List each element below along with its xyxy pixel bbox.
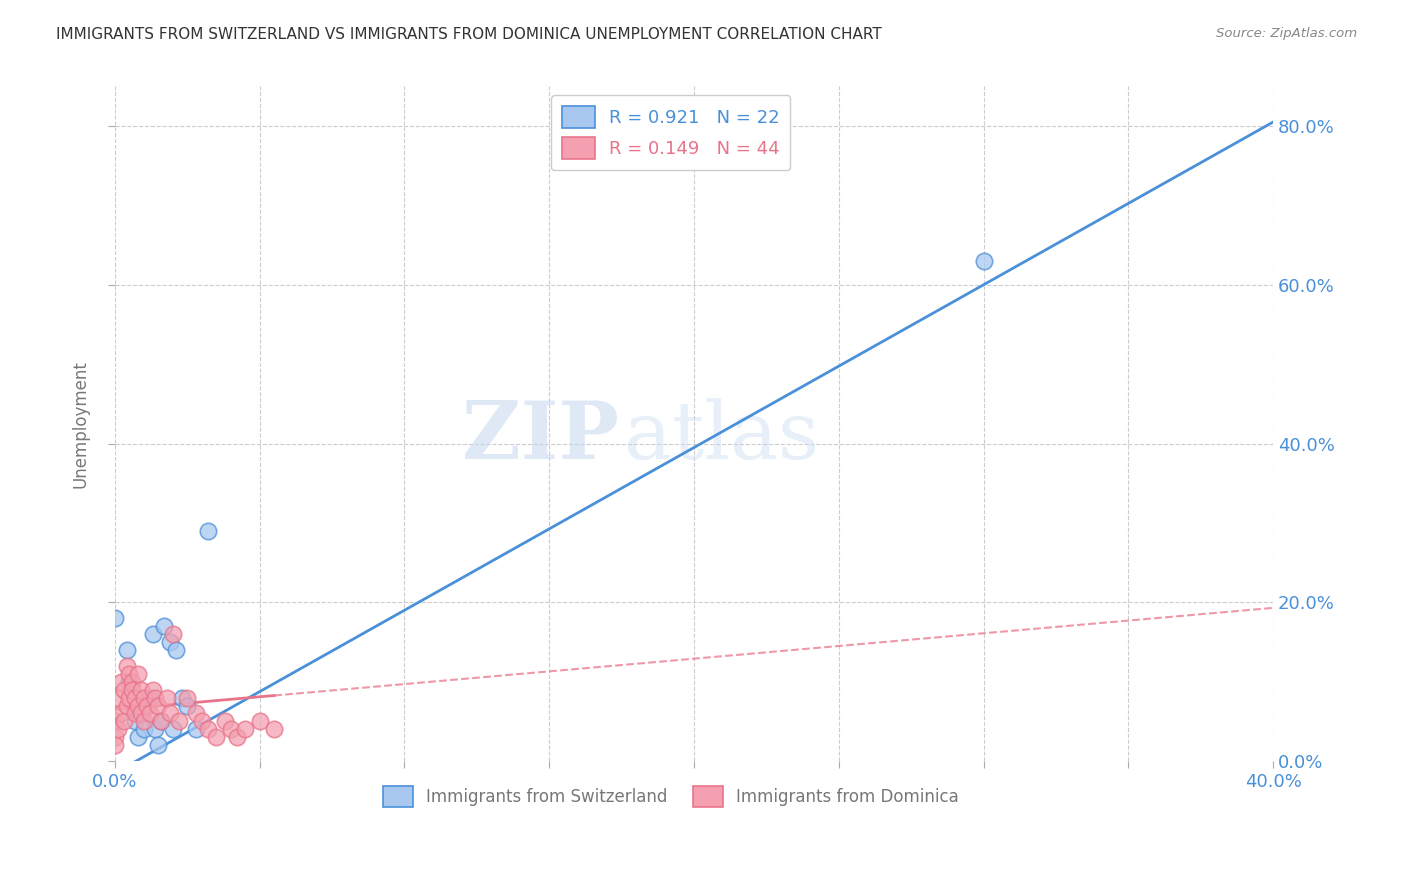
Point bbox=[127, 698, 149, 713]
Point bbox=[104, 714, 127, 729]
Point bbox=[205, 731, 228, 745]
Point bbox=[138, 706, 160, 721]
Point bbox=[124, 714, 146, 729]
Point bbox=[127, 731, 149, 745]
Point bbox=[124, 706, 146, 721]
Point bbox=[142, 627, 165, 641]
Point bbox=[184, 723, 207, 737]
Point bbox=[225, 731, 247, 745]
Point bbox=[118, 690, 141, 705]
Point bbox=[107, 723, 129, 737]
Point bbox=[121, 674, 143, 689]
Point bbox=[132, 690, 155, 705]
Point bbox=[115, 698, 138, 713]
Text: Source: ZipAtlas.com: Source: ZipAtlas.com bbox=[1216, 27, 1357, 40]
Point bbox=[129, 706, 152, 721]
Point bbox=[162, 723, 184, 737]
Text: atlas: atlas bbox=[624, 398, 820, 476]
Point bbox=[118, 674, 141, 689]
Point bbox=[104, 738, 127, 752]
Point bbox=[176, 690, 198, 705]
Point bbox=[107, 690, 129, 705]
Point bbox=[153, 619, 176, 633]
Point bbox=[973, 254, 995, 268]
Point bbox=[145, 690, 167, 705]
Text: IMMIGRANTS FROM SWITZERLAND VS IMMIGRANTS FROM DOMINICA UNEMPLOYMENT CORRELATION: IMMIGRANTS FROM SWITZERLAND VS IMMIGRANT… bbox=[56, 27, 882, 42]
Point bbox=[184, 706, 207, 721]
Point bbox=[150, 714, 173, 729]
Point bbox=[115, 643, 138, 657]
Point bbox=[197, 723, 219, 737]
Point bbox=[159, 635, 181, 649]
Point bbox=[214, 714, 236, 729]
Point bbox=[118, 666, 141, 681]
Point bbox=[129, 682, 152, 697]
Point bbox=[219, 723, 242, 737]
Point bbox=[148, 738, 170, 752]
Point bbox=[121, 682, 143, 697]
Y-axis label: Unemployment: Unemployment bbox=[72, 359, 89, 488]
Point bbox=[110, 674, 132, 689]
Point bbox=[159, 706, 181, 721]
Point bbox=[104, 611, 127, 625]
Point bbox=[132, 714, 155, 729]
Text: ZIP: ZIP bbox=[461, 398, 619, 476]
Point bbox=[156, 690, 179, 705]
Point bbox=[150, 714, 173, 729]
Point bbox=[167, 714, 190, 729]
Point bbox=[110, 706, 132, 721]
Point bbox=[127, 666, 149, 681]
Point bbox=[191, 714, 214, 729]
Point bbox=[145, 723, 167, 737]
Point bbox=[162, 627, 184, 641]
Point bbox=[135, 698, 157, 713]
Point bbox=[135, 698, 157, 713]
Point bbox=[104, 731, 127, 745]
Point bbox=[197, 524, 219, 538]
Point bbox=[233, 723, 256, 737]
Point bbox=[263, 723, 285, 737]
Point bbox=[124, 690, 146, 705]
Point bbox=[129, 706, 152, 721]
Point bbox=[142, 682, 165, 697]
Point bbox=[112, 682, 135, 697]
Point bbox=[176, 698, 198, 713]
Point bbox=[112, 714, 135, 729]
Legend: Immigrants from Switzerland, Immigrants from Dominica: Immigrants from Switzerland, Immigrants … bbox=[377, 780, 966, 814]
Point bbox=[132, 723, 155, 737]
Point bbox=[138, 690, 160, 705]
Point bbox=[165, 643, 187, 657]
Point bbox=[115, 658, 138, 673]
Point bbox=[148, 698, 170, 713]
Point bbox=[170, 690, 193, 705]
Point bbox=[249, 714, 271, 729]
